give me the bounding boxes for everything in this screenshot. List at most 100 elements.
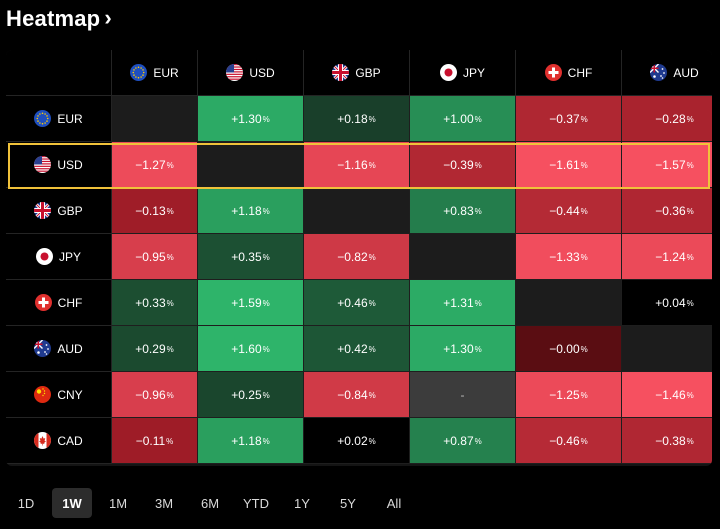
heatmap-cell-jpy-jpy[interactable] [410,234,516,280]
row-header-eur[interactable]: EUR [6,96,112,142]
tab-1w[interactable]: 1W [52,488,92,518]
heatmap-cell-chf-chf[interactable] [516,280,622,326]
heatmap-cell-cny-gbp[interactable]: −0.84% [304,372,410,418]
heatmap-cell-gbp-jpy[interactable]: +0.83% [410,188,516,234]
cell-value: +0.25 [231,387,262,402]
cell-value: −0.11 [135,433,166,448]
heatmap-cell-aud-usd[interactable]: +1.60% [198,326,304,372]
heatmap-cell-usd-chf[interactable]: −1.61% [516,142,622,188]
row-header-label: CAD [57,433,83,448]
heatmap-cell-cny-jpy[interactable]: - [410,372,516,418]
percent-sign: % [262,299,270,308]
tab-1m[interactable]: 1M [108,495,128,511]
cell-value: −0.96 [135,387,166,402]
heatmap-cell-chf-usd[interactable]: +1.59% [198,280,304,326]
uk-flag-icon [332,64,350,81]
heatmap-cell-aud-gbp[interactable]: +0.42% [304,326,410,372]
heatmap-cell-chf-gbp[interactable]: +0.46% [304,280,410,326]
row-header-aud[interactable]: AUD [6,326,112,372]
heatmap-cell-usd-usd[interactable] [198,142,304,188]
au-flag-icon [34,340,52,357]
column-header-chf[interactable]: CHF [516,50,622,96]
tab-ytd[interactable]: YTD [243,495,269,511]
percent-sign: % [262,437,270,446]
row-header-cny[interactable]: CNY [6,372,112,418]
heatmap-cell-cny-eur[interactable]: −0.96% [112,372,198,418]
heatmap-cell-cad-gbp[interactable]: +0.02% [304,418,410,464]
heatmap-cell-eur-chf[interactable]: −0.37% [516,96,622,142]
column-header-jpy[interactable]: JPY [410,50,516,96]
row-header-label: CNY [57,387,83,402]
heatmap-cell-jpy-usd[interactable]: +0.35% [198,234,304,280]
heatmap-cell-usd-jpy[interactable]: −0.39% [410,142,516,188]
eu-flag-icon [130,64,148,81]
heatmap-cell-jpy-gbp[interactable]: −0.82% [304,234,410,280]
heatmap-cell-eur-gbp[interactable]: +0.18% [304,96,410,142]
heatmap-cell-cad-usd[interactable]: +1.18% [198,418,304,464]
percent-sign: % [474,115,482,124]
heatmap-cell-aud-chf[interactable]: −0.00% [516,326,622,372]
percent-sign: % [368,299,376,308]
cell-value: −0.44 [549,203,580,218]
heatmap-cell-aud-aud[interactable] [622,326,712,372]
column-header-label: USD [249,65,275,80]
heatmap-cell-gbp-chf[interactable]: −0.44% [516,188,622,234]
percent-sign: % [166,253,174,262]
heatmap-cell-cad-eur[interactable]: −0.11% [112,418,198,464]
cell-value: −0.37 [549,111,580,126]
column-header-gbp[interactable]: GBP [304,50,410,96]
heatmap-cell-chf-aud[interactable]: +0.04% [622,280,712,326]
heatmap-cell-usd-eur[interactable]: −1.27% [112,142,198,188]
heatmap-title-link[interactable]: Heatmap › [6,4,112,34]
percent-sign: % [474,207,482,216]
tab-all[interactable]: All [386,495,402,511]
heatmap-cell-eur-eur[interactable] [112,96,198,142]
tab-1y[interactable]: 1Y [294,495,310,511]
column-header-eur[interactable]: EUR [112,50,198,96]
row-header-chf[interactable]: CHF [6,280,112,326]
heatmap-cell-cny-chf[interactable]: −1.25% [516,372,622,418]
heatmap-cell-chf-jpy[interactable]: +1.31% [410,280,516,326]
cell-value: +0.46 [337,295,368,310]
column-header-label: EUR [153,65,179,80]
column-header-aud[interactable]: AUD [622,50,712,96]
column-header-usd[interactable]: USD [198,50,304,96]
heatmap-cell-cad-jpy[interactable]: +0.87% [410,418,516,464]
heatmap-cell-gbp-aud[interactable]: −0.36% [622,188,712,234]
uk-flag-icon [34,202,52,219]
heatmap-cell-gbp-gbp[interactable] [304,188,410,234]
heatmap-cell-eur-usd[interactable]: +1.30% [198,96,304,142]
row-header-label: JPY [58,249,81,264]
heatmap-cell-jpy-chf[interactable]: −1.33% [516,234,622,280]
heatmap-cell-jpy-aud[interactable]: −1.24% [622,234,712,280]
heatmap-cell-gbp-eur[interactable]: −0.13% [112,188,198,234]
tab-5y[interactable]: 5Y [340,495,356,511]
heatmap-cell-cny-aud[interactable]: −1.46% [622,372,712,418]
percent-sign: % [474,161,482,170]
cell-value: −0.13 [135,203,166,218]
heatmap-cell-eur-jpy[interactable]: +1.00% [410,96,516,142]
heatmap-cell-cny-usd[interactable]: +0.25% [198,372,304,418]
row-header-cad[interactable]: CAD [6,418,112,464]
heatmap-cell-chf-eur[interactable]: +0.33% [112,280,198,326]
heatmap-cell-cad-aud[interactable]: −0.38% [622,418,712,464]
heatmap-cell-gbp-usd[interactable]: +1.18% [198,188,304,234]
heatmap-cell-aud-jpy[interactable]: +1.30% [410,326,516,372]
row-header-usd[interactable]: USD [6,142,112,188]
heatmap-cell-usd-aud[interactable]: −1.57% [622,142,712,188]
cn-flag-icon [34,386,52,403]
tab-3m[interactable]: 3M [154,495,174,511]
percent-sign: % [580,437,588,446]
row-header-jpy[interactable]: JPY [6,234,112,280]
heatmap-cell-eur-aud[interactable]: −0.28% [622,96,712,142]
percent-sign: % [368,161,376,170]
heatmap-cell-cad-chf[interactable]: −0.46% [516,418,622,464]
heatmap-cell-usd-gbp[interactable]: −1.16% [304,142,410,188]
heatmap-cell-aud-eur[interactable]: +0.29% [112,326,198,372]
heatmap-cell-jpy-eur[interactable]: −0.95% [112,234,198,280]
tab-1d[interactable]: 1D [17,495,35,511]
percent-sign: % [368,253,376,262]
timeframe-tabs: 1D 1W 1M 3M 6M YTD 1Y 5Y All [6,487,420,519]
row-header-gbp[interactable]: GBP [6,188,112,234]
tab-6m[interactable]: 6M [200,495,220,511]
